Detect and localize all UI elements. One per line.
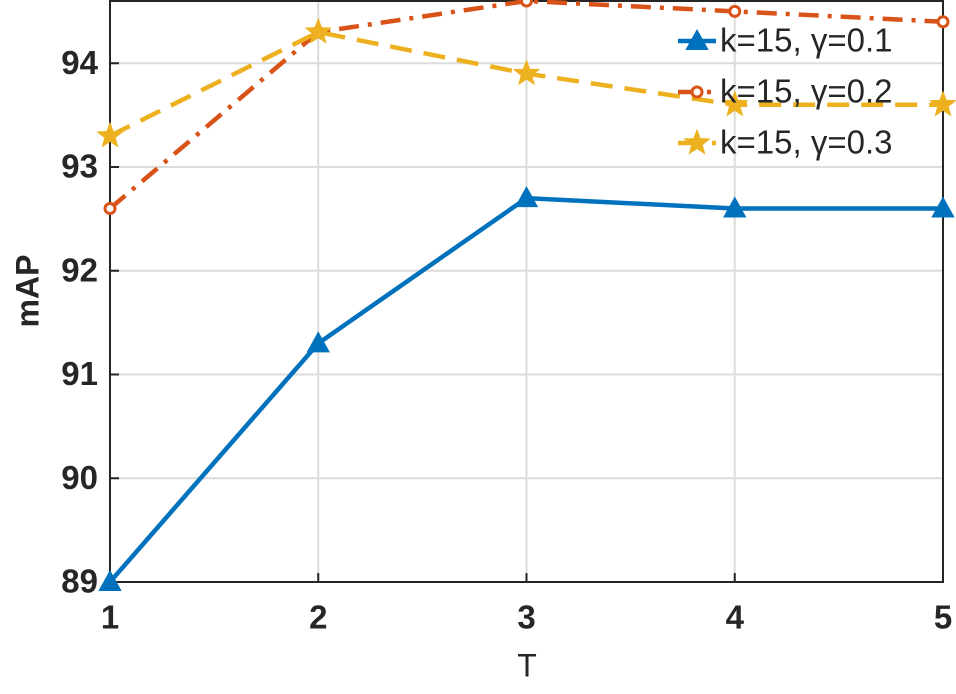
x-axis-label: T [517, 647, 537, 683]
marker [306, 331, 330, 353]
y-tick-label: 92 [61, 251, 98, 288]
marker [304, 17, 332, 44]
x-tick-label: 2 [309, 599, 327, 636]
marker [98, 569, 122, 591]
marker [929, 90, 956, 117]
legend-marker [685, 28, 709, 50]
legend-label: k=15, γ=0.2 [720, 73, 892, 110]
y-tick-label: 93 [61, 148, 98, 185]
marker [931, 196, 955, 218]
series [98, 186, 955, 591]
x-tick-label: 3 [517, 599, 535, 636]
legend-marker [690, 85, 704, 99]
legend-marker [683, 128, 711, 155]
marker [728, 4, 742, 18]
legend-label: k=15, γ=0.3 [720, 124, 892, 161]
marker [723, 196, 747, 218]
marker [721, 90, 749, 117]
series [96, 17, 956, 148]
marker [103, 202, 117, 215]
legend-label: k=15, γ=0.1 [720, 22, 892, 59]
y-axis-label: mAP [9, 255, 45, 328]
marker [512, 59, 541, 86]
line [108, 0, 944, 211]
x-tick-label: 4 [726, 599, 745, 636]
marker [936, 15, 950, 29]
y-tick-label: 90 [61, 459, 98, 496]
y-tick-label: 89 [61, 563, 98, 600]
x-tick-label: 5 [934, 599, 952, 636]
y-tick-label: 94 [61, 44, 98, 81]
y-tick-label: 91 [61, 355, 98, 392]
marker [514, 186, 539, 208]
marker [520, 0, 533, 8]
x-tick-label: 1 [101, 599, 119, 636]
marker [96, 121, 124, 148]
